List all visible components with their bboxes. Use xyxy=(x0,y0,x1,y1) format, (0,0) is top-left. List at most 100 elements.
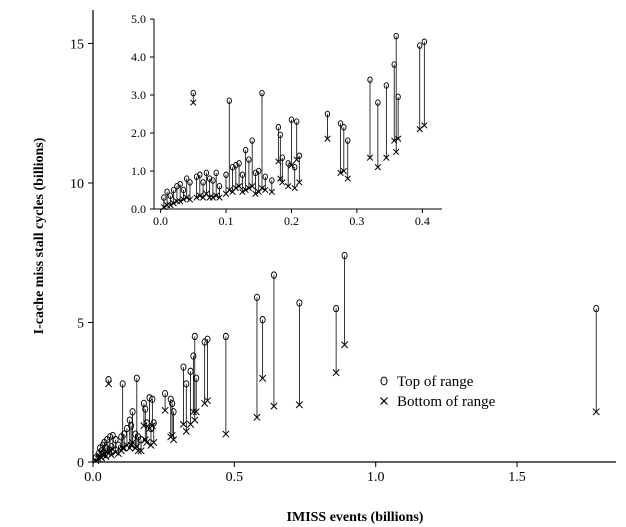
main-top-point xyxy=(167,395,174,403)
inset-y-tick-label: 1.0 xyxy=(131,164,146,178)
inset-top-point xyxy=(393,32,399,40)
main-top-point xyxy=(259,316,266,324)
inset-bottom-point xyxy=(216,194,223,201)
inset-bottom-point xyxy=(177,198,184,205)
inset-x-tick-label: 0.0 xyxy=(153,214,168,228)
main-ticks: 0.0 0.5 1.0 1.5 0 5 10 15 xyxy=(70,37,526,485)
inset-top-point xyxy=(341,124,347,131)
inset-bottom-point xyxy=(226,186,233,194)
inset-bottom-point xyxy=(393,148,400,156)
legend-top-label: Top of range xyxy=(397,374,474,390)
main-top-point xyxy=(253,293,260,302)
inset-top-point xyxy=(236,160,242,167)
main-x-tick-label: 0.0 xyxy=(84,470,102,485)
main-y-tick-label: 10 xyxy=(70,177,84,192)
inset-ticks: 0.0 0.1 0.2 0.3 0.4 0.0 1.0 2.0 3.0 4.0 5.0 xyxy=(131,12,430,228)
inset-top-point xyxy=(269,177,275,184)
inset-top-point xyxy=(180,186,187,194)
main-bottom-point xyxy=(107,451,115,459)
inset-top-point xyxy=(324,110,331,118)
main-bottom-point xyxy=(192,408,200,416)
main-top-point xyxy=(593,304,600,313)
inset-bottom-point xyxy=(213,192,220,199)
inset-bottom-point xyxy=(416,126,423,133)
inset-top-point xyxy=(294,118,300,125)
main-top-point xyxy=(133,374,140,382)
inset-bottom-point xyxy=(252,190,259,197)
inset-x-tick-label: 0.3 xyxy=(349,214,364,228)
inset-top-point xyxy=(193,173,200,180)
inset-top-point xyxy=(279,154,285,161)
main-top-point xyxy=(108,443,115,451)
inset-bottom-point xyxy=(209,194,217,201)
inset-top-point xyxy=(184,175,190,182)
inset-bottom-point xyxy=(190,99,197,106)
inset-top-point xyxy=(213,169,219,177)
main-bottom-point xyxy=(182,427,190,435)
legend-bottom-label: Bottom of range xyxy=(397,394,496,410)
inset-top-point xyxy=(210,177,216,184)
inset-bottom-point xyxy=(232,184,239,192)
main-bottom-point xyxy=(119,444,127,452)
main-bottom-point xyxy=(191,416,199,424)
main-top-point xyxy=(191,332,198,341)
main-bottom-point xyxy=(140,422,148,430)
inset-top-point xyxy=(190,89,196,97)
inset-x-tick-label: 0.2 xyxy=(284,214,299,228)
inset-bottom-point xyxy=(167,202,174,209)
inset-plot: 0.0 0.1 0.2 0.3 0.4 0.0 1.0 2.0 3.0 4.0 5.0 xyxy=(131,12,442,228)
inset-bottom-point xyxy=(366,154,374,161)
inset-top-point xyxy=(345,137,351,144)
inset-top-point xyxy=(375,99,381,106)
inset-top-point xyxy=(177,181,183,188)
main-bottom-point xyxy=(161,406,169,414)
inset-top-point xyxy=(161,194,167,201)
inset-top-point xyxy=(277,131,284,139)
main-bottom-point xyxy=(104,380,113,388)
inset-top-point xyxy=(292,163,298,171)
main-top-point xyxy=(128,422,135,430)
inset-bottom-point xyxy=(258,184,266,192)
inset-bottom-point xyxy=(421,122,428,129)
inset-bottom-point xyxy=(242,186,249,194)
main-y-tick-label: 15 xyxy=(70,37,84,52)
inset-top-point xyxy=(256,167,262,175)
inset-top-point xyxy=(174,182,180,190)
inset-bottom-point xyxy=(279,179,286,186)
inset-top-point xyxy=(233,162,239,169)
main-y-tick-label: 0 xyxy=(77,456,84,471)
main-top-point xyxy=(169,399,176,408)
main-bottom-point xyxy=(102,452,110,460)
main-top-point xyxy=(296,299,303,307)
inset-bottom-point xyxy=(285,183,292,190)
main-top-point xyxy=(146,394,153,402)
inset-bottom-point xyxy=(268,188,275,196)
inset-top-point xyxy=(226,97,232,104)
inset-bottom-point xyxy=(193,194,200,201)
inset-top-point xyxy=(229,163,236,171)
inset-bottom-point xyxy=(394,135,402,142)
inset-top-point xyxy=(197,171,203,179)
inset-top-point xyxy=(296,152,302,160)
main-bottom-point xyxy=(332,369,340,377)
main-bottom-point xyxy=(150,438,158,447)
main-x-tick-label: 1.5 xyxy=(508,470,526,485)
inset-top-point xyxy=(262,173,268,180)
inset-bottom-point xyxy=(160,203,167,211)
inset-top-point xyxy=(216,182,223,190)
inset-top-point xyxy=(164,188,170,196)
inset-top-point xyxy=(170,186,177,194)
inset-bottom-point xyxy=(288,162,295,169)
inset-bottom-point xyxy=(293,156,300,163)
inset-top-point xyxy=(242,146,249,154)
main-top-point xyxy=(119,380,126,388)
main-bottom-point xyxy=(137,447,145,455)
inset-bottom-point xyxy=(235,183,243,190)
inset-bottom-point xyxy=(180,196,187,203)
main-top-point xyxy=(105,376,112,384)
main-y-tick-label: 5 xyxy=(77,316,84,331)
inset-top-point xyxy=(275,124,282,131)
inset-top-point xyxy=(167,192,174,199)
inset-top-point xyxy=(259,89,265,97)
main-top-point xyxy=(222,332,229,341)
